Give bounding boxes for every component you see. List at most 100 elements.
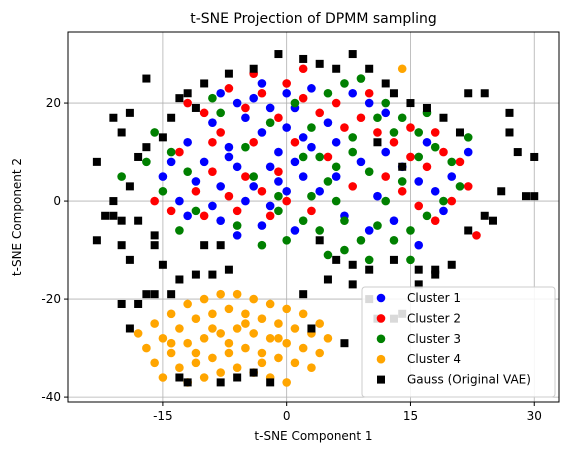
data-point: [274, 191, 283, 201]
data-point: [125, 255, 134, 264]
data-point: [265, 201, 275, 211]
data-point: [265, 118, 275, 127]
data-point: [232, 98, 242, 108]
data-point: [315, 348, 324, 358]
data-point: [315, 59, 324, 68]
data-point: [183, 137, 192, 147]
data-point: [166, 348, 176, 358]
data-point: [249, 182, 258, 191]
data-point: [208, 353, 217, 363]
data-point: [241, 343, 250, 353]
data-point: [430, 216, 440, 225]
data-point: [530, 152, 539, 161]
data-point: [232, 324, 242, 333]
data-point: [150, 358, 159, 368]
data-point: [117, 299, 126, 308]
data-point: [414, 265, 423, 274]
data-point: [307, 363, 316, 372]
data-point: [348, 88, 357, 98]
data-point: [422, 103, 431, 112]
data-point: [315, 236, 324, 245]
legend-marker: [376, 354, 386, 364]
data-point: [422, 211, 432, 221]
data-point: [216, 378, 225, 387]
data-point: [348, 182, 357, 191]
data-point: [224, 142, 234, 152]
data-point: [241, 103, 250, 113]
data-point: [430, 186, 440, 196]
data-point: [282, 304, 291, 314]
data-point: [125, 108, 134, 117]
data-point: [175, 373, 184, 382]
data-point: [373, 128, 382, 137]
data-point: [389, 255, 398, 264]
data-point: [125, 324, 134, 333]
legend-label: Cluster 1: [407, 291, 461, 305]
data-point: [340, 245, 349, 255]
data-point: [249, 294, 258, 304]
data-point: [521, 192, 530, 201]
data-point: [142, 290, 151, 299]
data-point: [257, 358, 267, 368]
legend-marker: [377, 375, 385, 384]
data-point: [373, 113, 382, 123]
data-point: [175, 147, 184, 157]
data-point: [290, 137, 300, 147]
data-point: [323, 177, 333, 186]
data-point: [175, 226, 184, 235]
data-point: [348, 147, 357, 157]
data-point: [232, 206, 242, 216]
data-point: [389, 89, 398, 98]
data-point: [307, 324, 316, 333]
data-point: [241, 142, 250, 152]
data-point: [265, 333, 275, 343]
data-point: [282, 88, 291, 98]
data-point: [331, 98, 341, 108]
data-point: [257, 348, 267, 358]
data-point: [414, 177, 424, 186]
data-point: [183, 211, 192, 221]
data-point: [158, 260, 167, 269]
data-point: [365, 265, 374, 274]
data-point: [323, 250, 333, 260]
y-tick-label: -20: [41, 292, 61, 306]
data-point: [290, 358, 300, 368]
data-point: [266, 378, 275, 387]
data-point: [364, 167, 374, 176]
data-point: [183, 89, 192, 98]
data-point: [307, 123, 316, 132]
data-point: [298, 343, 308, 353]
data-point: [208, 167, 217, 176]
data-point: [340, 123, 349, 132]
legend: Cluster 1 Cluster 2 Cluster 3 Cluster 4 Gaus…: [361, 286, 556, 398]
data-point: [191, 348, 201, 358]
data-point: [233, 373, 242, 382]
data-point: [430, 142, 440, 152]
data-point: [232, 231, 242, 240]
data-point: [158, 373, 168, 382]
data-point: [216, 108, 225, 118]
data-point: [216, 329, 225, 338]
legend-marker: [376, 334, 386, 344]
legend-marker: [376, 314, 386, 323]
data-point: [257, 88, 267, 98]
data-point: [274, 353, 283, 363]
data-point: [282, 235, 291, 245]
data-point: [257, 128, 267, 137]
data-point: [257, 314, 267, 323]
data-point: [191, 103, 200, 112]
data-point: [216, 128, 225, 137]
data-point: [232, 363, 242, 372]
data-point: [191, 270, 200, 279]
data-point: [447, 172, 457, 181]
data-point: [224, 191, 234, 201]
data-point: [150, 128, 159, 137]
data-point: [290, 324, 300, 333]
data-point: [158, 172, 168, 181]
data-point: [183, 299, 192, 309]
data-point: [249, 329, 258, 338]
data-point: [389, 137, 399, 147]
data-point: [373, 221, 382, 230]
y-axis-label: t-SNE Component 2: [10, 158, 24, 276]
data-point: [257, 221, 267, 230]
